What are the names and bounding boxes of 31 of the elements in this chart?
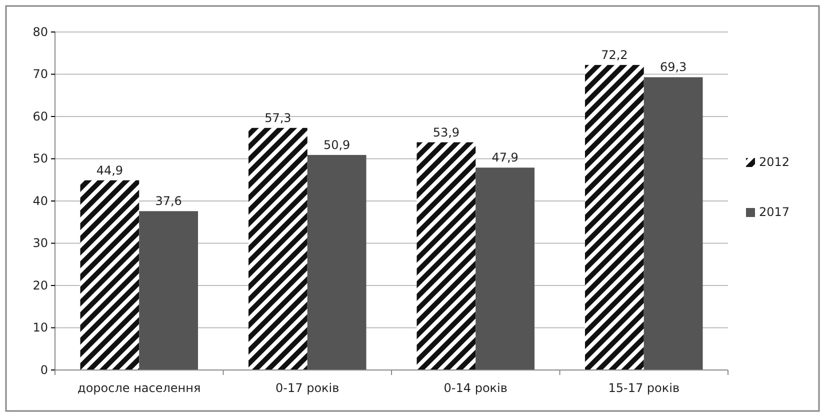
x-tick-label: 15-17 років [608,381,680,395]
y-tick-label: 70 [32,67,48,82]
bar [307,154,366,370]
data-label: 37,6 [155,194,182,208]
y-tick-label: 60 [32,109,48,124]
data-label: 50,9 [323,138,350,152]
x-tick-label: 0-14 років [444,381,508,395]
y-tick-label: 10 [32,320,48,335]
y-tick-label: 0 [40,362,48,377]
data-label: 44,9 [96,163,124,178]
bar [416,142,476,370]
data-label: 69,3 [660,60,687,74]
y-tick-label: 80 [32,24,48,39]
x-tick-label: 0-17 років [276,381,340,395]
y-tick-label: 50 [32,152,48,166]
bar [80,180,140,370]
data-label: 72,2 [601,48,628,62]
bar [139,211,198,370]
y-tick-label: 40 [32,194,48,208]
y-tick-label: 20 [32,278,48,292]
legend-label: 2017 [759,205,790,219]
data-label: 57,3 [264,110,292,125]
bar [248,128,308,370]
data-label: 53,9 [432,125,460,140]
y-tick-label: 30 [32,236,48,250]
x-tick-label: доросле населення [78,381,201,395]
bar [584,64,644,370]
bar [644,77,703,370]
data-label: 47,9 [492,150,518,165]
legend-label: 2012 [759,155,790,169]
bar [476,168,535,370]
